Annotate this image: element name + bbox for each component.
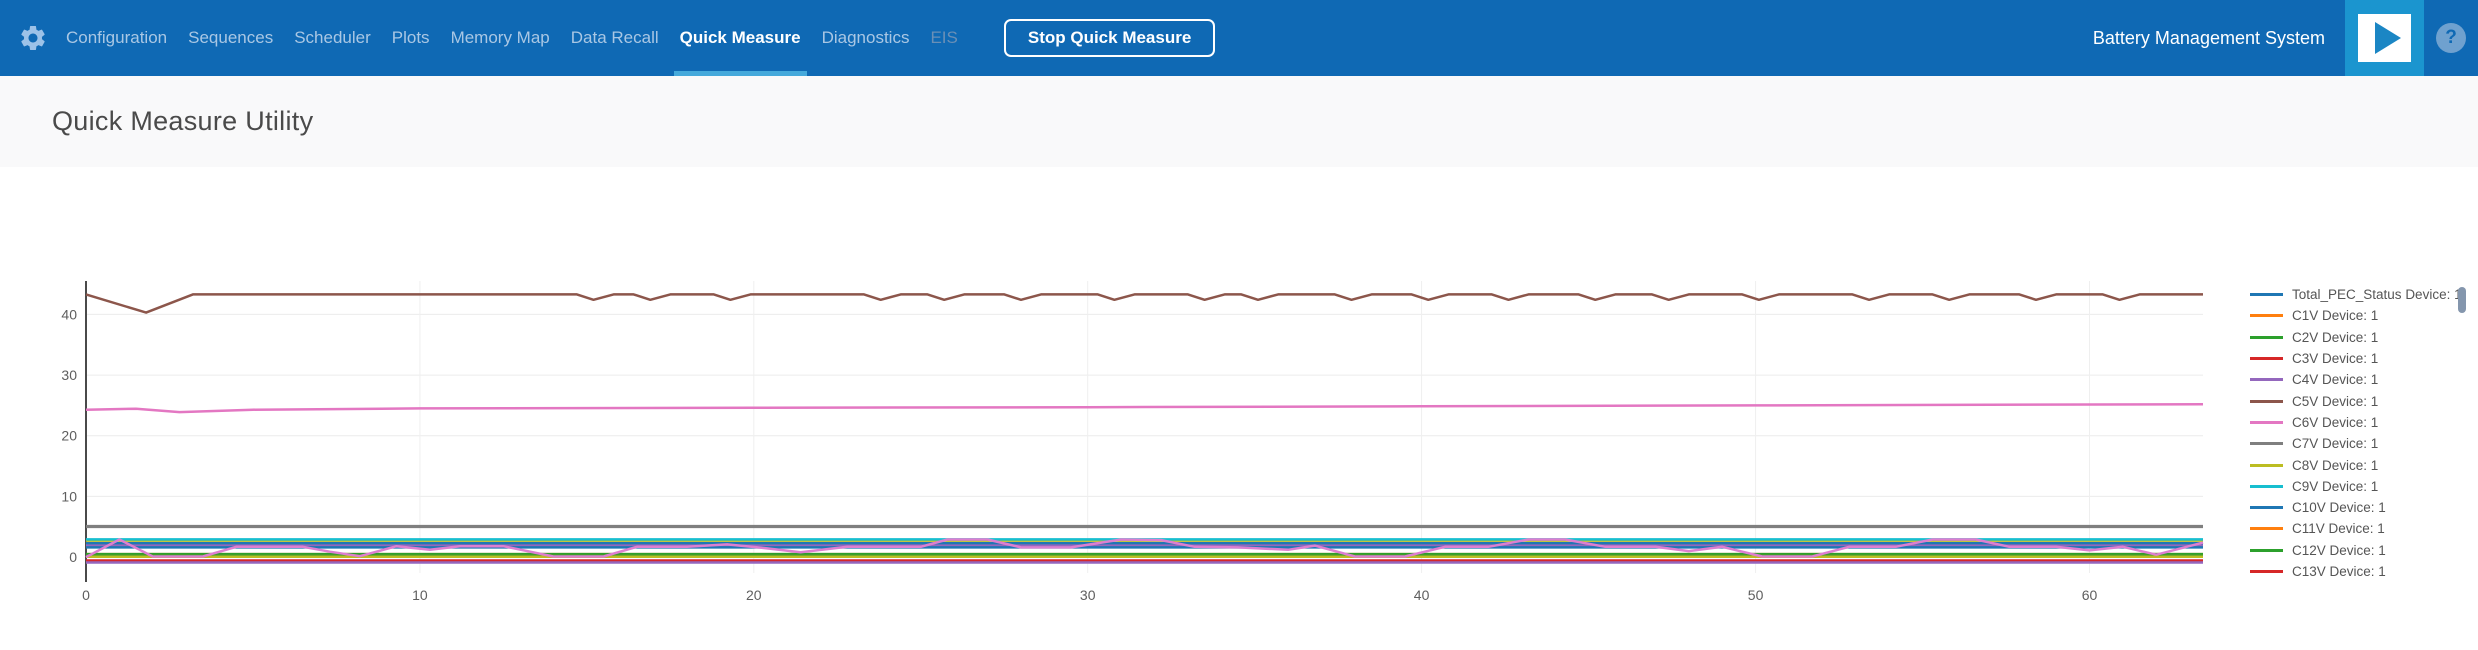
legend-item-c10v-device-1[interactable]: C10V Device: 1 [2250, 497, 2462, 518]
legend-label: C3V Device: 1 [2292, 351, 2379, 367]
y-tick-label: 10 [61, 488, 77, 504]
top-navbar: Configuration Sequences Scheduler Plots Memo… [0, 0, 2478, 76]
legend-item-c13v-device-1[interactable]: C13V Device: 1 [2250, 561, 2462, 582]
page-header: Quick Measure Utility [0, 76, 2478, 167]
legend-label: C12V Device: 1 [2292, 542, 2386, 558]
gear-icon[interactable] [16, 21, 50, 55]
legend-item-c3v-device-1[interactable]: C3V Device: 1 [2250, 348, 2462, 369]
x-tick-label: 30 [1080, 587, 1096, 603]
legend-swatch [2250, 399, 2283, 403]
legend-label: Total_PEC_Status Device: 1 [2292, 287, 2462, 303]
y-tick-label: 20 [61, 428, 77, 444]
legend-label: C4V Device: 1 [2292, 372, 2379, 388]
play-triangle-icon [2375, 22, 2401, 54]
legend-swatch [2250, 463, 2283, 467]
legend-item-c7v-device-1[interactable]: C7V Device: 1 [2250, 433, 2462, 454]
legend-label: C7V Device: 1 [2292, 436, 2379, 452]
quick-measure-chart: 0 10 20 30 40 50 60 0 10 20 30 40 Total_PEC_Status … [0, 167, 2478, 650]
gear-icon-glyph [21, 26, 45, 50]
nav-item-data-recall[interactable]: Data Recall [570, 28, 659, 47]
help-icon[interactable]: ? [2436, 23, 2466, 53]
chart-legend: Total_PEC_Status Device: 1 C1V Device: 1 C… [2250, 284, 2462, 582]
legend-label: C10V Device: 1 [2292, 500, 2386, 516]
legend-scrollbar[interactable] [2458, 287, 2466, 313]
legend-label: C5V Device: 1 [2292, 393, 2379, 409]
y-tick-label: 30 [61, 367, 77, 383]
legend-swatch [2250, 420, 2283, 424]
play-icon [2358, 14, 2411, 62]
x-tick-label: 60 [2082, 587, 2098, 603]
nav-item-sequences[interactable]: Sequences [188, 28, 274, 47]
legend-item-c2v-device-1[interactable]: C2V Device: 1 [2250, 327, 2462, 348]
legend-item-c1v-device-1[interactable]: C1V Device: 1 [2250, 305, 2462, 326]
x-tick-label: 50 [1748, 587, 1764, 603]
y-tick-label: 40 [61, 306, 77, 322]
series-line-c6v-device-1 [85, 402, 2204, 414]
legend-label: C9V Device: 1 [2292, 478, 2379, 494]
legend-item-total-pec-status-device-1[interactable]: Total_PEC_Status Device: 1 [2250, 284, 2462, 305]
x-tick-label: 0 [82, 587, 90, 603]
legend-label: C13V Device: 1 [2292, 564, 2386, 579]
legend-item-c9v-device-1[interactable]: C9V Device: 1 [2250, 476, 2462, 497]
x-tick-label: 20 [746, 587, 762, 603]
series-line-c5v-device-1 [85, 293, 2203, 314]
y-tick-label: 0 [69, 549, 77, 565]
nav-item-eis: EIS [930, 28, 958, 47]
legend-item-c5v-device-1[interactable]: C5V Device: 1 [2250, 390, 2462, 411]
legend-label: C2V Device: 1 [2292, 329, 2379, 345]
legend-swatch [2250, 335, 2283, 339]
legend-item-c12v-device-1[interactable]: C12V Device: 1 [2250, 540, 2462, 561]
legend-swatch [2250, 527, 2283, 531]
legend-swatch [2250, 506, 2283, 510]
legend-label: C11V Device: 1 [2292, 521, 2385, 537]
play-button[interactable] [2345, 0, 2424, 76]
nav-menu: Configuration Sequences Scheduler Plots Memo… [66, 0, 958, 76]
x-tick-label: 10 [412, 587, 428, 603]
nav-item-plots[interactable]: Plots [391, 28, 430, 47]
nav-item-scheduler[interactable]: Scheduler [294, 28, 371, 47]
nav-item-memory-map[interactable]: Memory Map [450, 28, 550, 47]
legend-swatch [2250, 378, 2283, 382]
x-tick-label: 40 [1414, 587, 1430, 603]
legend-swatch [2250, 548, 2283, 552]
navbar-right-cluster: Battery Management System ? [2093, 0, 2478, 76]
legend-swatch [2250, 484, 2283, 488]
app-title: Battery Management System [2092, 27, 2325, 48]
legend-swatch [2250, 570, 2283, 573]
nav-item-configuration[interactable]: Configuration [66, 28, 168, 47]
nav-item-quick-measure[interactable]: Quick Measure [673, 0, 807, 76]
legend-label: C6V Device: 1 [2292, 414, 2379, 430]
legend-label: C8V Device: 1 [2292, 457, 2379, 473]
legend-item-c8v-device-1[interactable]: C8V Device: 1 [2250, 454, 2462, 475]
stop-quick-measure-button[interactable]: Stop Quick Measure [1003, 19, 1216, 57]
series-line [85, 538, 2204, 559]
legend-swatch [2250, 357, 2283, 361]
page-title: Quick Measure Utility [52, 106, 314, 136]
legend-item-c11v-device-1[interactable]: C11V Device: 1 [2250, 518, 2462, 539]
legend-swatch [2250, 442, 2283, 446]
legend-item-c6v-device-1[interactable]: C6V Device: 1 [2250, 412, 2462, 433]
legend-label: C1V Device: 1 [2292, 308, 2379, 324]
legend-swatch [2250, 314, 2283, 318]
legend-swatch [2250, 293, 2283, 297]
legend-item-c4v-device-1[interactable]: C4V Device: 1 [2250, 369, 2462, 390]
nav-item-diagnostics[interactable]: Diagnostics [821, 28, 910, 47]
chart-plot-area: 0 10 20 30 40 50 60 0 10 20 30 40 [61, 281, 2204, 603]
